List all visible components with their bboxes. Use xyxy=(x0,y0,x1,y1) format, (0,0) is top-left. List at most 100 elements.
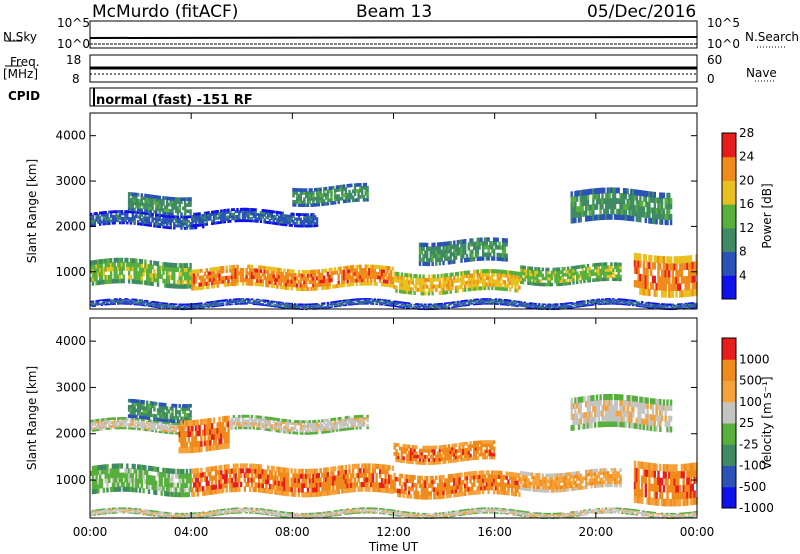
data-cell xyxy=(332,185,335,190)
data-cell xyxy=(162,196,165,200)
data-cell xyxy=(662,306,666,308)
data-cell xyxy=(440,287,443,292)
data-cell xyxy=(321,302,324,305)
data-cell xyxy=(216,304,219,306)
data-cell xyxy=(516,301,519,304)
data-cell xyxy=(140,202,143,206)
data-cell xyxy=(460,239,463,244)
data-cell xyxy=(140,213,143,217)
data-cell xyxy=(480,298,483,300)
data-cell xyxy=(297,224,301,228)
data-cell xyxy=(379,275,382,280)
data-cell xyxy=(413,304,416,306)
data-cell xyxy=(351,195,355,200)
data-cell xyxy=(221,474,225,480)
data-cell xyxy=(689,262,693,270)
data-cell xyxy=(238,477,241,483)
data-cell xyxy=(579,303,582,306)
data-cell xyxy=(539,307,543,309)
data-cell xyxy=(305,303,308,306)
data-cell xyxy=(286,269,290,273)
data-cell xyxy=(99,259,102,264)
data-cell xyxy=(142,301,145,304)
data-cell xyxy=(460,284,463,289)
data-cell xyxy=(234,301,237,303)
data-cell xyxy=(604,302,608,304)
data-cell xyxy=(270,273,274,278)
data-cell xyxy=(377,265,380,270)
data-cell xyxy=(646,302,649,305)
data-cell xyxy=(209,301,212,303)
data-cell xyxy=(335,188,339,192)
data-cell xyxy=(261,299,264,301)
data-cell xyxy=(220,276,223,281)
data-cell xyxy=(427,257,431,263)
data-cell xyxy=(456,247,460,252)
data-cell xyxy=(310,217,313,221)
data-cell xyxy=(424,261,427,266)
data-cell xyxy=(238,212,241,216)
data-cell xyxy=(234,477,237,483)
data-cell xyxy=(173,303,176,305)
data-cell xyxy=(561,276,564,280)
data-cell xyxy=(454,285,458,290)
data-cell xyxy=(595,214,599,221)
data-cell xyxy=(503,273,507,278)
data-cell xyxy=(117,274,120,280)
data-cell xyxy=(370,278,373,283)
data-cell xyxy=(209,304,212,306)
data-cell xyxy=(480,302,483,304)
data-cell xyxy=(485,241,488,246)
data-cell xyxy=(95,259,98,265)
data-cell xyxy=(183,275,187,281)
data-cell xyxy=(196,303,199,306)
data-cell xyxy=(530,304,534,307)
data-cell xyxy=(617,214,620,220)
data-cell xyxy=(346,282,349,287)
data-cell xyxy=(471,242,474,247)
data-cell xyxy=(158,476,161,482)
data-cell xyxy=(315,199,319,204)
data-cell xyxy=(232,300,236,302)
data-cell xyxy=(290,305,293,308)
data-cell xyxy=(265,300,268,303)
data-cell xyxy=(187,215,190,219)
data-cell xyxy=(478,256,481,261)
data-cell xyxy=(608,265,611,269)
data-cell xyxy=(364,188,367,193)
data-cell xyxy=(429,307,432,309)
data-cell xyxy=(660,192,664,199)
data-cell xyxy=(281,303,284,306)
data-cell xyxy=(594,299,597,302)
data-cell xyxy=(297,303,301,305)
data-cell xyxy=(628,209,631,216)
data-cell xyxy=(648,304,651,307)
data-cell xyxy=(664,283,667,291)
data-cell xyxy=(212,280,216,285)
data-cell xyxy=(138,300,142,302)
data-cell xyxy=(373,298,376,300)
data-cell xyxy=(108,279,111,284)
data-cell xyxy=(220,483,223,489)
cpid-text: normal (fast) -151 RF xyxy=(96,93,253,108)
data-cell xyxy=(245,298,248,300)
data-cell xyxy=(424,284,427,289)
data-cell xyxy=(485,282,488,287)
data-cell xyxy=(599,187,602,194)
data-cell xyxy=(621,214,624,221)
data-cell xyxy=(583,305,586,307)
data-cell xyxy=(198,219,201,222)
data-cell xyxy=(604,214,608,220)
data-cell xyxy=(290,303,293,306)
data-cell xyxy=(530,275,534,280)
data-cell xyxy=(180,220,183,223)
data-cell xyxy=(124,477,127,483)
data-cell xyxy=(118,270,122,275)
data-cell xyxy=(691,282,694,290)
data-cell xyxy=(660,276,664,284)
data-cell xyxy=(380,299,384,301)
data-cell xyxy=(389,276,393,281)
data-cell xyxy=(115,266,118,271)
data-cell xyxy=(429,288,432,293)
data-cell xyxy=(601,300,604,302)
